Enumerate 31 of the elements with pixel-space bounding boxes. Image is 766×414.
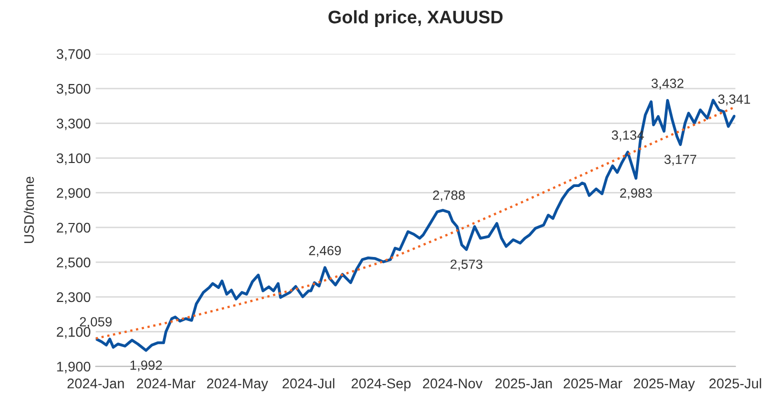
x-tick-label: 2024-Mar: [136, 378, 196, 388]
y-tick-label: 3,100: [56, 153, 90, 165]
y-tick-label: 3,700: [56, 49, 90, 61]
x-tick-label: 2024-Sep: [352, 378, 411, 392]
y-tick-label: 2,500: [56, 258, 90, 270]
x-tick-label: 2024-Jan: [67, 378, 124, 388]
x-tick-label: 2024-May: [207, 378, 268, 392]
chart-title: Gold price, XAUUSD: [328, 10, 503, 28]
annotation: 2,059: [80, 317, 112, 328]
annotation: 2,573: [450, 260, 482, 270]
annotation: 3,432: [652, 78, 684, 90]
y-tick-label: 3,300: [56, 118, 90, 130]
annotation: 1,992: [130, 360, 162, 372]
annotation: 3,341: [718, 94, 750, 106]
y-tick-label: 2,300: [56, 292, 90, 304]
x-tick-label: 2024-Nov: [422, 378, 482, 388]
x-tick-label: 2024-Jul: [282, 378, 334, 388]
y-axis-title: USD/tonne: [24, 176, 34, 243]
y-tick-label: 1,900: [57, 362, 90, 374]
y-tick-label: 2,100: [56, 326, 90, 338]
x-tick-label: 2025-Mar: [564, 378, 622, 388]
x-tick-label: 2025-Jul: [709, 378, 762, 388]
annotation: 2,788: [433, 190, 465, 202]
annotation: 3,177: [664, 154, 696, 166]
y-tick-label: 2,900: [56, 188, 90, 200]
annotation: 2,469: [309, 246, 341, 257]
x-tick-label: 2025-May: [634, 378, 695, 392]
x-tick-label: 2025-Jan: [495, 378, 552, 388]
y-tick-label: 3,500: [56, 84, 90, 96]
annotation: 2,983: [620, 188, 652, 200]
y-tick-label: 2,700: [56, 222, 90, 234]
